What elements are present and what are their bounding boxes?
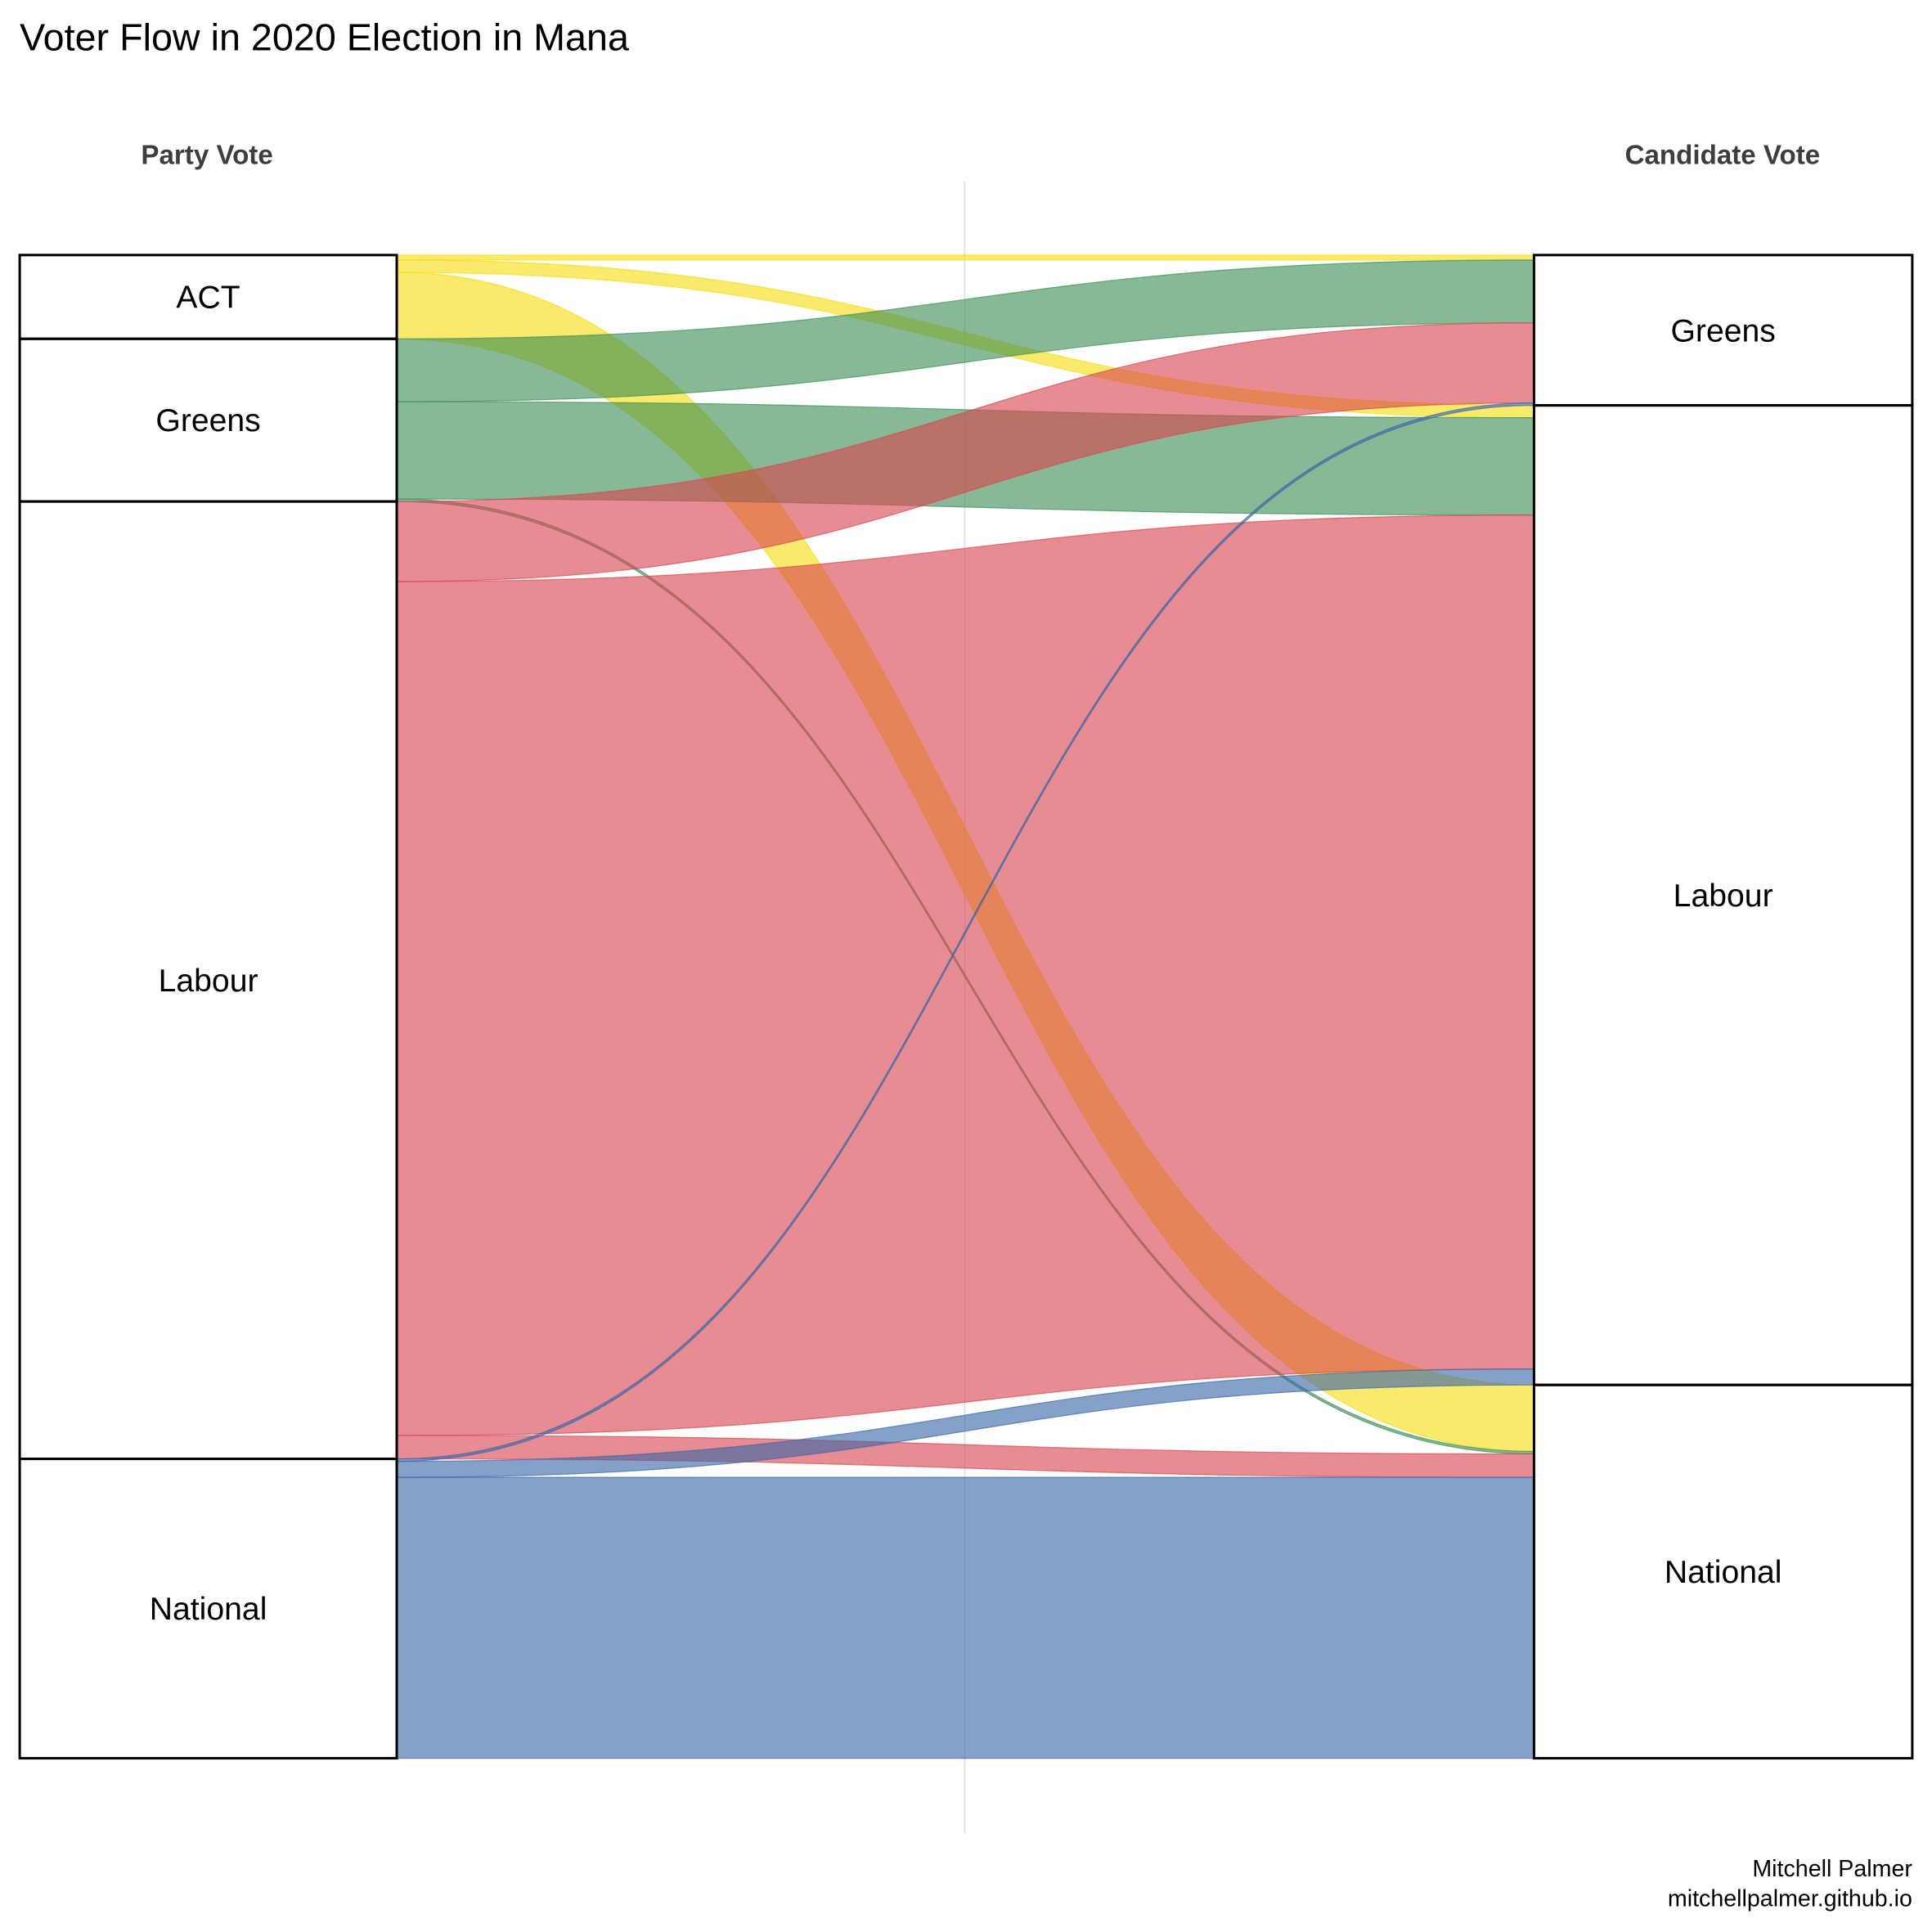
flow-act-to-greens — [396, 254, 1535, 261]
right-stratum-label-greens: Greens — [1670, 313, 1775, 348]
flow-labour-to-labour — [396, 514, 1535, 1436]
chart-title: Voter Flow in 2020 Election in Mana — [20, 16, 629, 59]
strata: ACT Greens Labour National Greens Labour Natio… — [18, 254, 1914, 1760]
axis-title-left: Party Vote — [141, 140, 272, 170]
right-stratum-national — [1532, 1383, 1914, 1760]
flow-national-to-national — [396, 1476, 1535, 1759]
caption-site: mitchellpalmer.github.io — [1668, 1885, 1912, 1912]
left-stratum-label-act: ACT — [176, 281, 240, 316]
left-stratum-national — [18, 1458, 398, 1760]
left-stratum-label-greens: Greens — [155, 403, 260, 438]
flows — [396, 254, 1535, 1759]
right-stratum-label-national: National — [1665, 1555, 1782, 1590]
left-stratum-label-labour: Labour — [159, 964, 258, 999]
left-stratum-label-national: National — [150, 1592, 267, 1627]
caption-author: Mitchell Palmer — [1752, 1856, 1912, 1882]
axis-title-right: Candidate Vote — [1625, 140, 1821, 170]
right-stratum-label-labour: Labour — [1674, 878, 1773, 914]
